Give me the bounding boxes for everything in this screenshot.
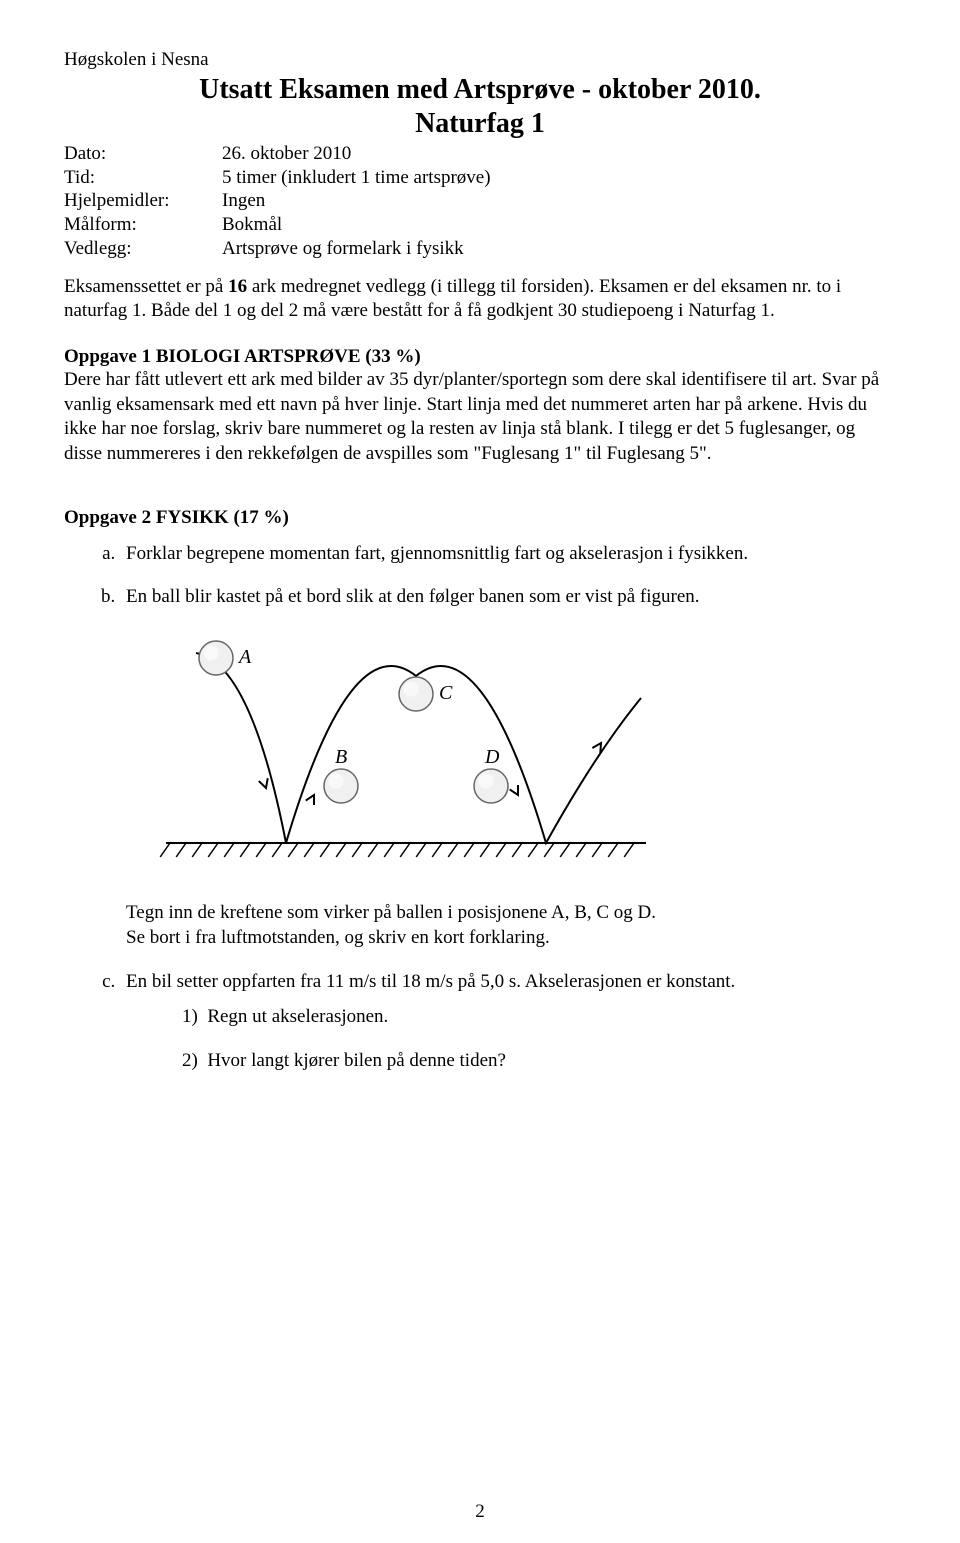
oppgave2-heading: Oppgave 2 FYSIKK (17 %)	[64, 507, 896, 529]
intro-paragraph: Eksamenssettet er på 16 ark medregnet ve…	[64, 275, 896, 324]
ball-trajectory-figure: A B C D	[146, 618, 896, 886]
svg-text:C: C	[439, 682, 453, 704]
meta-row: Vedlegg:Artsprøve og formelark i fysikk	[64, 237, 509, 261]
oppgave2-c2-text: Hvor langt kjører bilen på denne tiden?	[207, 1050, 506, 1071]
oppgave2-a-text: Forklar begrepene momentan fart, gjennom…	[126, 543, 748, 564]
intro-text-a: Eksamenssettet er på	[64, 276, 228, 297]
meta-row: Tid:5 timer (inkludert 1 time artsprøve)	[64, 166, 509, 190]
meta-key: Tid:	[64, 166, 222, 190]
oppgave2-c1-text: Regn ut akselerasjonen.	[207, 1006, 388, 1027]
meta-value: Artsprøve og formelark i fysikk	[222, 237, 509, 261]
meta-table: Dato:26. oktober 2010Tid:5 timer (inklud…	[64, 142, 509, 261]
meta-key: Hjelpemidler:	[64, 189, 222, 213]
page: Høgskolen i Nesna Utsatt Eksamen med Art…	[0, 0, 960, 1543]
meta-row: Målform:Bokmål	[64, 213, 509, 237]
oppgave2-c2-num: 2)	[182, 1050, 198, 1071]
oppgave2-list: Forklar begrepene momentan fart, gjennom…	[64, 541, 896, 1074]
meta-value: Ingen	[222, 189, 509, 213]
meta-value: Bokmål	[222, 213, 509, 237]
svg-text:D: D	[484, 746, 500, 768]
trajectory-diagram-icon: A B C D	[146, 618, 666, 878]
oppgave2-c1-num: 1)	[182, 1006, 198, 1027]
oppgave1-body: Dere har fått utlevert ett ark med bilde…	[64, 368, 896, 467]
meta-value: 5 timer (inkludert 1 time artsprøve)	[222, 166, 509, 190]
page-number: 2	[0, 1501, 960, 1523]
meta-row: Dato:26. oktober 2010	[64, 142, 509, 166]
oppgave2-item-b: En ball blir kastet på et bord slik at d…	[120, 584, 896, 951]
intro-bold-16: 16	[228, 276, 247, 297]
oppgave2-b-after1: Tegn inn de kreftene som virker på balle…	[126, 900, 896, 926]
meta-key: Målform:	[64, 213, 222, 237]
oppgave2-c2: 2) Hvor langt kjører bilen på denne tide…	[182, 1048, 896, 1074]
oppgave2-b-after2: Se bort i fra luftmotstanden, og skriv e…	[126, 925, 896, 951]
meta-key: Vedlegg:	[64, 237, 222, 261]
oppgave2-c1: 1) Regn ut akselerasjonen.	[182, 1004, 896, 1030]
oppgave2-c-text: En bil setter oppfarten fra 11 m/s til 1…	[126, 971, 735, 992]
svg-text:B: B	[335, 746, 347, 768]
oppgave2-item-c: En bil setter oppfarten fra 11 m/s til 1…	[120, 969, 896, 1074]
subtitle: Naturfag 1	[64, 108, 896, 140]
title: Utsatt Eksamen med Artsprøve - oktober 2…	[64, 74, 896, 106]
oppgave2-b-text: En ball blir kastet på et bord slik at d…	[126, 586, 700, 607]
oppgave2-item-a: Forklar begrepene momentan fart, gjennom…	[120, 541, 896, 567]
meta-row: Hjelpemidler:Ingen	[64, 189, 509, 213]
oppgave2-c-sublist: 1) Regn ut akselerasjonen. 2) Hvor langt…	[126, 1004, 896, 1073]
institution: Høgskolen i Nesna	[64, 48, 896, 72]
svg-text:A: A	[237, 646, 252, 668]
meta-key: Dato:	[64, 142, 222, 166]
oppgave1-heading: Oppgave 1 BIOLOGI ARTSPRØVE (33 %)	[64, 346, 896, 368]
meta-value: 26. oktober 2010	[222, 142, 509, 166]
